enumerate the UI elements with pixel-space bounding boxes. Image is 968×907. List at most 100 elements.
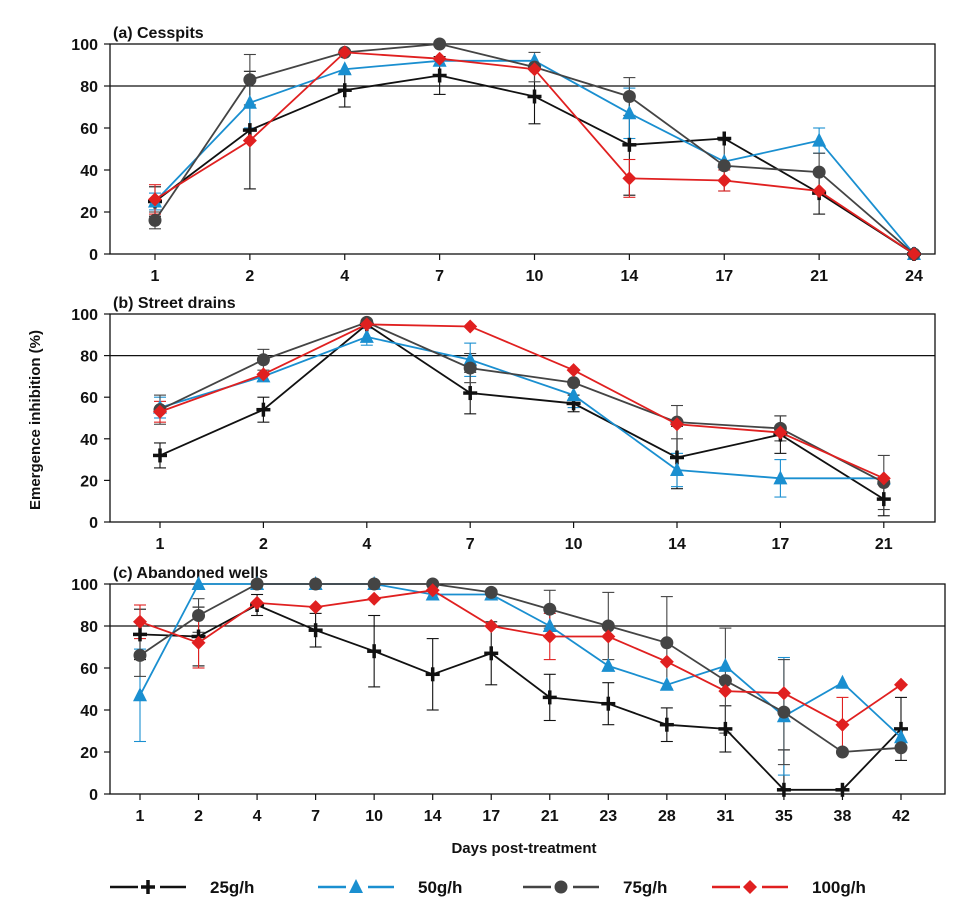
y-tick-label: 80	[80, 619, 98, 636]
data-point-75g-h	[660, 636, 674, 650]
data-point-75g-h	[309, 577, 323, 591]
y-tick-label: 100	[71, 577, 98, 594]
data-point-100g-h	[527, 62, 542, 77]
data-point-75g-h	[601, 619, 615, 633]
data-point-100g-h	[256, 367, 271, 382]
legend: 25g/h 50g/h 75g/h 100g/h	[110, 878, 866, 897]
legend-item-25g-h: 25g/h	[110, 878, 254, 897]
data-point-25g-h	[463, 386, 478, 401]
data-point-25g-h	[527, 89, 542, 104]
data-point-75g-h	[433, 37, 447, 51]
data-point-100g-h	[893, 677, 908, 692]
legend-marker	[349, 879, 363, 893]
data-point-100g-h	[337, 45, 352, 60]
series-line-100g-h	[159, 323, 885, 480]
data-point-25g-h	[622, 137, 637, 152]
x-tick-label: 21	[541, 808, 559, 825]
data-point-25g-h	[876, 492, 891, 507]
plot-frame	[109, 583, 946, 795]
data-point-100g-h	[718, 684, 733, 699]
data-point-25g-h	[308, 623, 323, 638]
data-point-75g-h	[192, 609, 206, 622]
data-point-50g-h	[622, 105, 637, 120]
data-point-75g-h	[367, 577, 381, 591]
y-tick-label: 40	[80, 703, 98, 720]
legend-label: 100g/h	[812, 878, 866, 897]
data-point-75g-h	[463, 361, 477, 375]
data-point-100g-h	[659, 654, 674, 669]
legend-label: 75g/h	[623, 878, 667, 897]
data-point-100g-h	[463, 319, 478, 334]
legend-label: 25g/h	[210, 878, 254, 897]
x-tick-label: 2	[194, 808, 203, 825]
data-point-25g-h	[601, 696, 616, 711]
data-point-50g-h	[133, 687, 147, 702]
legend-label: 50g/h	[418, 878, 462, 897]
x-tick-label: 14	[620, 268, 638, 285]
series-line-75g-h	[139, 583, 902, 753]
x-tick-label: 14	[424, 808, 442, 825]
data-point-75g-h	[835, 745, 849, 759]
x-tick-label: 21	[810, 268, 828, 285]
y-tick-label: 80	[80, 79, 98, 96]
x-tick-label: 17	[772, 536, 790, 553]
data-point-75g-h	[250, 577, 264, 591]
data-point-100g-h	[133, 614, 147, 629]
data-point-50g-h	[242, 94, 257, 109]
plot-frame	[109, 43, 936, 255]
data-point-50g-h	[359, 328, 374, 343]
series-line-100g-h	[139, 589, 902, 726]
x-tick-label: 1	[156, 536, 165, 553]
data-point-75g-h	[133, 648, 147, 662]
y-tick-label: 60	[80, 121, 98, 138]
data-point-25g-h	[432, 68, 447, 83]
data-point-100g-h	[359, 317, 374, 332]
data-point-50g-h	[773, 470, 788, 485]
data-point-75g-h	[718, 674, 732, 688]
y-tick-label: 0	[89, 787, 98, 804]
x-tick-label: 1	[136, 808, 145, 825]
data-point-50g-h	[601, 657, 616, 672]
data-point-25g-h	[659, 717, 674, 732]
x-tick-label: 28	[658, 808, 676, 825]
x-tick-label: 14	[668, 536, 686, 553]
legend-marker	[554, 880, 568, 894]
data-point-100g-h	[773, 425, 788, 440]
y-tick-label: 100	[71, 307, 98, 324]
x-tick-label: 17	[715, 268, 733, 285]
data-point-75g-h	[484, 585, 498, 599]
data-point-75g-h	[256, 353, 270, 367]
data-point-100g-h	[153, 404, 167, 419]
y-tick-label: 20	[80, 473, 98, 490]
data-point-25g-h	[776, 782, 791, 797]
legend-marker	[743, 880, 757, 894]
data-point-25g-h	[337, 83, 352, 98]
x-tick-label: 7	[435, 268, 444, 285]
data-point-100g-h	[876, 471, 891, 486]
data-point-25g-h	[256, 402, 271, 417]
legend-item-75g-h: 75g/h	[523, 878, 667, 897]
data-point-100g-h	[191, 635, 206, 650]
x-tick-label: 4	[253, 808, 262, 825]
x-tick-label: 23	[599, 808, 617, 825]
x-tick-label: 10	[526, 268, 544, 285]
x-axis-label: Days post-treatment	[451, 840, 596, 857]
data-point-100g-h	[835, 717, 850, 732]
data-point-100g-h	[148, 192, 162, 207]
y-tick-label: 40	[80, 432, 98, 449]
y-tick-label: 0	[89, 515, 98, 532]
data-point-50g-h	[718, 657, 733, 672]
data-point-25g-h	[153, 448, 167, 463]
x-tick-label: 7	[466, 536, 475, 553]
data-point-100g-h	[250, 595, 265, 610]
y-tick-label: 60	[80, 390, 98, 407]
data-point-25g-h	[425, 667, 440, 682]
data-point-50g-h	[812, 132, 827, 147]
data-point-100g-h	[670, 417, 684, 432]
series-line-75g-h	[159, 321, 885, 484]
data-point-50g-h	[659, 676, 674, 691]
plot-frame	[109, 313, 936, 523]
